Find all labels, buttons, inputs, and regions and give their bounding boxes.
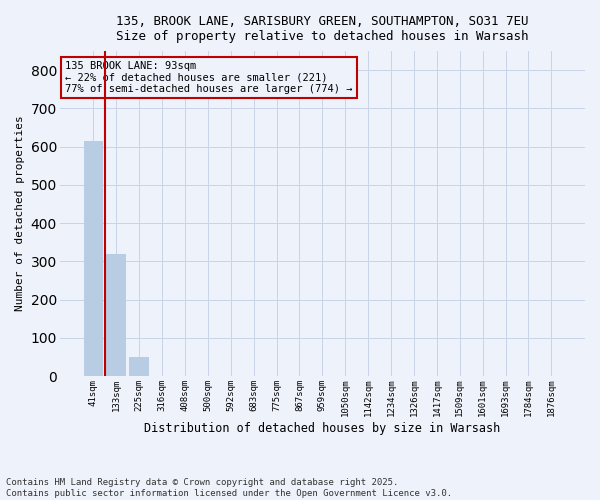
Y-axis label: Number of detached properties: Number of detached properties (15, 116, 25, 312)
Bar (106, 254, 126, 376)
Bar (83, 142, 103, 376)
Bar (130, 357, 149, 376)
Text: Contains HM Land Registry data © Crown copyright and database right 2025.
Contai: Contains HM Land Registry data © Crown c… (6, 478, 452, 498)
Text: 135 BROOK LANE: 93sqm
← 22% of detached houses are smaller (221)
77% of semi-det: 135 BROOK LANE: 93sqm ← 22% of detached … (65, 61, 352, 94)
X-axis label: Distribution of detached houses by size in Warsash: Distribution of detached houses by size … (144, 422, 500, 435)
Title: 135, BROOK LANE, SARISBURY GREEN, SOUTHAMPTON, SO31 7EU
Size of property relativ: 135, BROOK LANE, SARISBURY GREEN, SOUTHA… (116, 15, 529, 43)
